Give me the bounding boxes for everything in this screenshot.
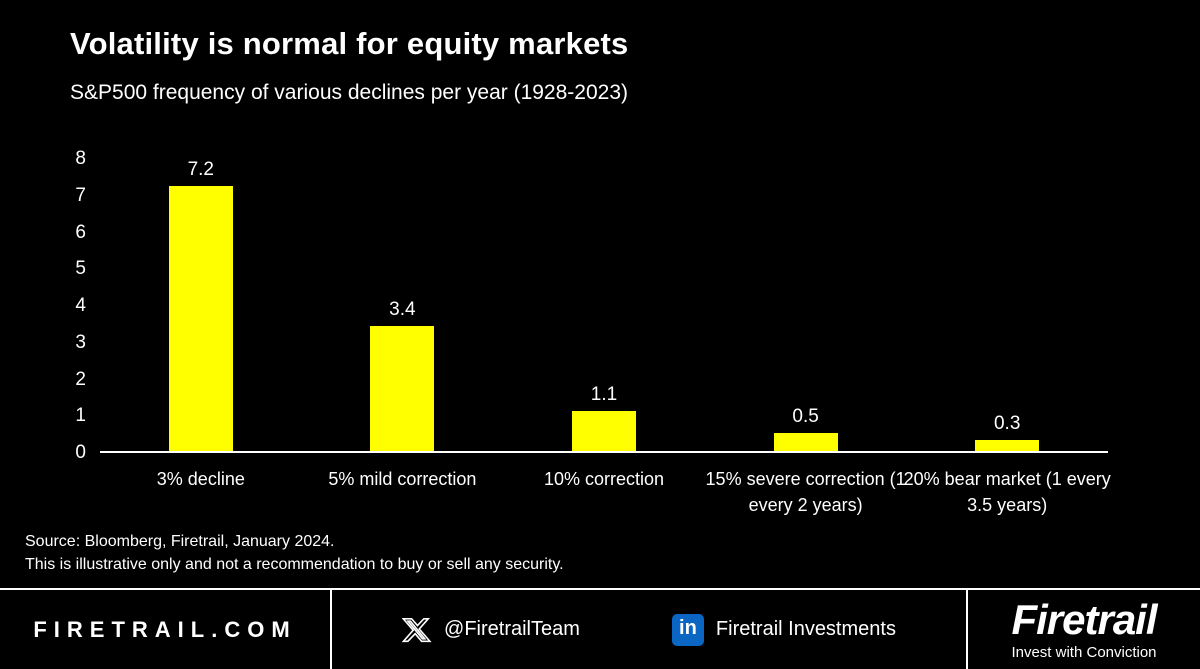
footer-social-cell: @FiretrailTeam in Firetrail Investments bbox=[332, 590, 968, 669]
brand-tagline: Invest with Conviction bbox=[1011, 643, 1157, 661]
bar-value-label: 1.1 bbox=[590, 383, 618, 405]
footer-brand-cell: Firetrail Invest with Conviction bbox=[968, 590, 1200, 669]
bar bbox=[773, 432, 838, 451]
bar bbox=[975, 439, 1040, 451]
linkedin-name-label: Firetrail Investments bbox=[715, 618, 896, 640]
bar-value-label: 3.4 bbox=[389, 299, 416, 321]
bar bbox=[168, 186, 233, 451]
category-label: 20% bear market (1 every 3.5 years) bbox=[903, 469, 1111, 515]
y-axis-tick-label: 3 bbox=[75, 331, 86, 353]
page-subtitle: S&P500 frequency of various declines per… bbox=[70, 81, 628, 104]
firetrail-logo: Firetrail bbox=[1011, 595, 1157, 643]
bar-value-label: 0.3 bbox=[993, 412, 1021, 434]
footer-bar: FIRETRAIL.COM @FiretrailTeam in Firetrai… bbox=[0, 588, 1200, 669]
page-title: Volatility is normal for equity markets bbox=[70, 26, 629, 61]
category-labels: 3% decline 5% mild correction 10% correcti… bbox=[100, 467, 1111, 531]
y-axis-tick-label: 5 bbox=[75, 258, 86, 280]
plot-area: 7.2 3.4 1.1 0.5 0.3 bbox=[100, 159, 1108, 453]
bar-chart: 0 1 2 3 4 5 6 7 8 7.2 3.4 1.1 0.5 0.3 3% decline 5% m… bbox=[60, 148, 1140, 535]
linkedin-icon: in bbox=[671, 613, 704, 646]
category-label: 15% severe correction (1 every 2 years) bbox=[705, 469, 906, 515]
category-label: 10% correction bbox=[543, 469, 665, 489]
bar-value-label: 0.5 bbox=[792, 405, 819, 427]
linkedin-social-group: in Firetrail Investments bbox=[671, 613, 896, 646]
y-axis-tick-label: 8 bbox=[75, 148, 86, 169]
y-axis: 0 1 2 3 4 5 6 7 8 bbox=[60, 148, 86, 463]
y-axis-tick-label: 0 bbox=[75, 442, 86, 463]
source-line-1: Source: Bloomberg, Firetrail, January 20… bbox=[25, 533, 335, 550]
bar-value-label: 7.2 bbox=[187, 159, 214, 181]
x-logo-icon bbox=[402, 615, 432, 645]
category-label: 5% mild correction bbox=[328, 469, 477, 489]
category-label: 3% decline bbox=[156, 469, 245, 489]
x-social-group: @FiretrailTeam bbox=[402, 615, 580, 645]
x-handle-label: @FiretrailTeam bbox=[444, 618, 580, 640]
y-axis-tick-label: 7 bbox=[75, 184, 86, 206]
source-note: Source: Bloomberg, Firetrail, January 20… bbox=[25, 530, 564, 576]
y-axis-tick-label: 6 bbox=[75, 221, 86, 243]
source-line-2: This is illustrative only and not a reco… bbox=[25, 556, 564, 573]
y-axis-tick-label: 2 bbox=[75, 368, 86, 390]
bar bbox=[572, 410, 636, 451]
y-axis-tick-label: 1 bbox=[75, 405, 86, 427]
bar bbox=[370, 326, 435, 451]
footer-website-cell: FIRETRAIL.COM bbox=[0, 590, 332, 669]
website-label: FIRETRAIL.COM bbox=[33, 616, 297, 642]
y-axis-tick-label: 4 bbox=[75, 295, 86, 316]
